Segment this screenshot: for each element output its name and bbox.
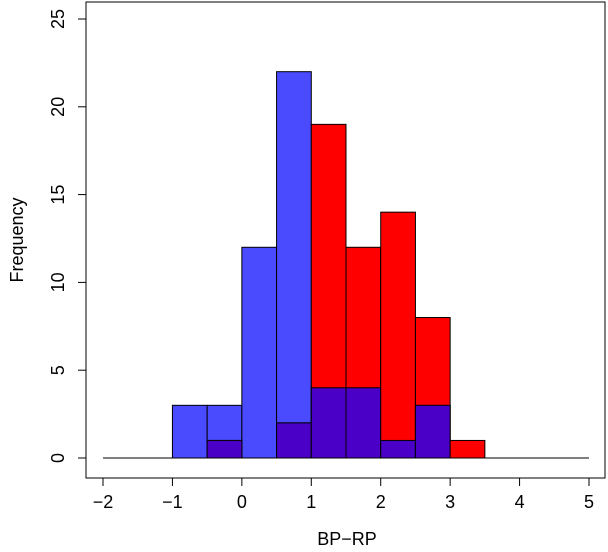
histogram-bars — [171, 71, 486, 459]
bar-overlap — [380, 439, 416, 459]
bar-overlap — [276, 422, 312, 459]
y-tick-label: 0 — [48, 453, 68, 463]
x-axis-label: BP−RP — [317, 529, 377, 549]
bar-overlap — [310, 387, 347, 459]
bar-series-1 — [241, 246, 278, 459]
y-tick-label: 20 — [48, 97, 68, 117]
bar-series-2 — [380, 211, 416, 459]
x-tick-label: 1 — [306, 492, 316, 512]
y-tick-label: 10 — [48, 272, 68, 292]
x-tick-label: 3 — [445, 492, 455, 512]
bar-series-2 — [449, 439, 486, 459]
x-axis: −2 −1 0 1 2 3 4 5 — [93, 477, 594, 512]
y-axis-label: Frequency — [7, 197, 27, 282]
x-tick-label: 2 — [376, 492, 386, 512]
bar-series-1 — [171, 404, 208, 459]
bar-overlap — [206, 439, 243, 459]
x-tick-label: −1 — [162, 492, 183, 512]
x-tick-label: 4 — [515, 492, 525, 512]
y-tick-label: 15 — [48, 185, 68, 205]
x-tick-label: −2 — [93, 492, 114, 512]
y-axis: 0 5 10 15 20 25 — [48, 9, 87, 463]
y-tick-label: 25 — [48, 9, 68, 29]
x-tick-label: 5 — [584, 492, 594, 512]
bar-overlap — [414, 404, 451, 459]
bar-series-1 — [276, 71, 312, 459]
x-tick-label: 0 — [237, 492, 247, 512]
bar-overlap — [345, 387, 382, 459]
y-tick-label: 5 — [48, 365, 68, 375]
